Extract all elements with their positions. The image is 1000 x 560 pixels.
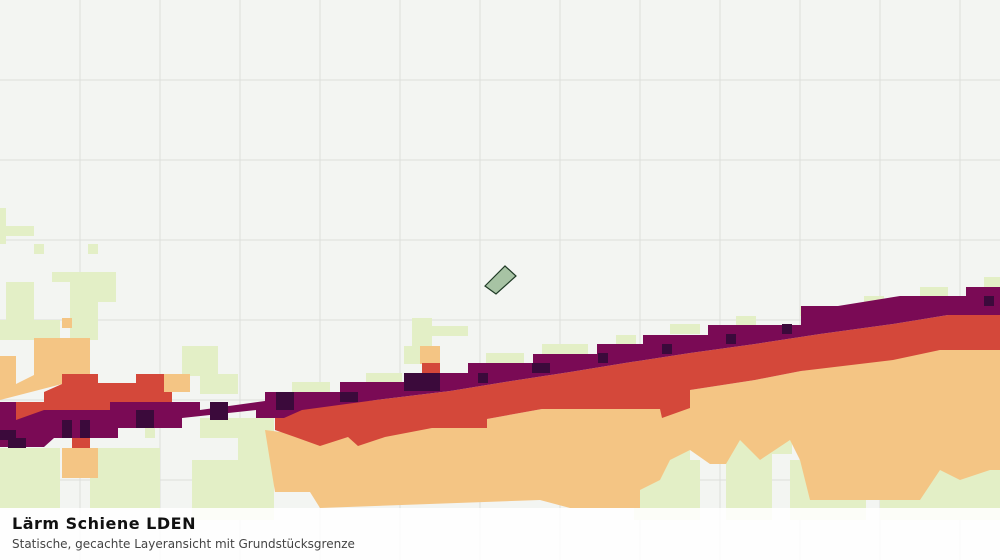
noise-zone-medium — [0, 318, 1000, 508]
caption-panel: Lärm Schiene LDEN Statische, gecachte La… — [0, 508, 1000, 560]
noise-zone-extreme — [0, 296, 994, 448]
noise-zone-very-high — [0, 287, 1000, 447]
caption-subtitle: Statische, gecachte Layeransicht mit Gru… — [12, 537, 355, 551]
parcel-boundary[interactable] — [484, 265, 517, 295]
caption-title: Lärm Schiene LDEN — [12, 514, 196, 533]
